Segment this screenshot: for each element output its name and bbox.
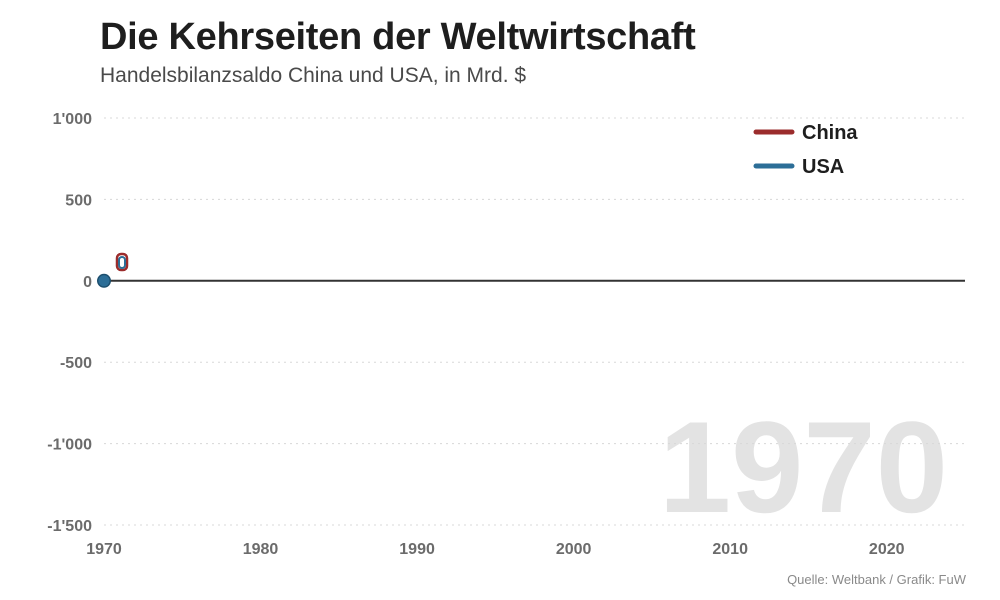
chart-title: Die Kehrseiten der Weltwirtschaft bbox=[100, 16, 696, 58]
y-tick-label: -500 bbox=[60, 355, 92, 372]
source-note: Quelle: Weltbank / Grafik: FuW bbox=[787, 572, 966, 587]
y-tick-label: 500 bbox=[65, 192, 92, 209]
x-tick-label: 1980 bbox=[243, 541, 279, 558]
chart-subtitle: Handelsbilanzsaldo China und USA, in Mrd… bbox=[100, 64, 527, 87]
x-tick-label: 1970 bbox=[86, 541, 122, 558]
y-tick-label: 0 bbox=[83, 274, 92, 291]
y-tick-label: -1'500 bbox=[47, 518, 92, 535]
series bbox=[97, 252, 129, 288]
start-marker bbox=[115, 252, 129, 272]
legend-label-china: China bbox=[802, 122, 858, 144]
usa-marker-shape bbox=[118, 256, 126, 269]
x-tick-label: 1990 bbox=[399, 541, 435, 558]
x-tick-label: 2010 bbox=[712, 541, 748, 558]
point-usa bbox=[97, 274, 111, 288]
current-year-watermark: 1970 bbox=[659, 394, 948, 540]
axes: 1'000 500 0 -500 -1'000 -1'500 1970 1980 1990 200… bbox=[47, 111, 965, 558]
y-tick-label: -1'000 bbox=[47, 437, 92, 454]
china-marker-shape bbox=[115, 252, 129, 272]
x-tick-label: 2000 bbox=[556, 541, 592, 558]
y-tick-label: 1'000 bbox=[53, 111, 93, 128]
legend-label-usa: USA bbox=[802, 156, 844, 178]
legend: China USA bbox=[753, 122, 858, 178]
x-tick-label: 2020 bbox=[869, 541, 905, 558]
